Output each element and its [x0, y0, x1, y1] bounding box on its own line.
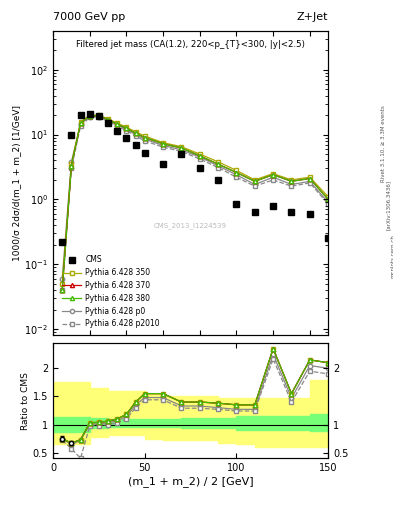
Text: mcplots.cern.ch: mcplots.cern.ch — [390, 234, 393, 278]
Text: Rivet 3.1.10, ≥ 3.3M events: Rivet 3.1.10, ≥ 3.3M events — [381, 105, 386, 182]
X-axis label: (m_1 + m_2) / 2 [GeV]: (m_1 + m_2) / 2 [GeV] — [128, 476, 253, 487]
Y-axis label: Ratio to CMS: Ratio to CMS — [21, 372, 30, 430]
Text: CMS_2013_I1224539: CMS_2013_I1224539 — [154, 222, 227, 229]
Y-axis label: 1000/σ 2dσ/d(m_1 + m_2) [1/GeV]: 1000/σ 2dσ/d(m_1 + m_2) [1/GeV] — [13, 105, 22, 261]
Text: [arXiv:1306.3436]: [arXiv:1306.3436] — [386, 180, 391, 230]
Text: Filtered jet mass (CA(1.2), 220<p_{T}<300, |y|<2.5): Filtered jet mass (CA(1.2), 220<p_{T}<30… — [76, 40, 305, 49]
Legend: CMS, Pythia 6.428 350, Pythia 6.428 370, Pythia 6.428 380, Pythia 6.428 p0, Pyth: CMS, Pythia 6.428 350, Pythia 6.428 370,… — [62, 255, 160, 329]
Text: 7000 GeV pp: 7000 GeV pp — [53, 11, 125, 22]
Text: Z+Jet: Z+Jet — [297, 11, 328, 22]
